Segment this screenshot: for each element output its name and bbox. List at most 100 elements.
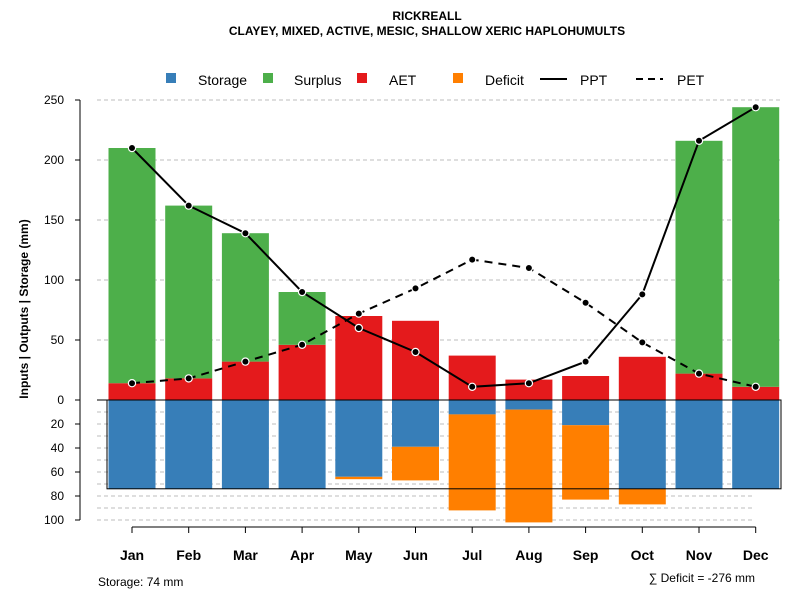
ppt-point-sep (581, 357, 590, 366)
ppt-point-oct (638, 290, 647, 299)
legend-label-aet: AET (389, 72, 417, 88)
bar-storage-may (335, 400, 383, 477)
chart-subtitle: CLAYEY, MIXED, ACTIVE, MESIC, SHALLOW XE… (229, 24, 625, 38)
bar-surplus-mar (221, 233, 269, 362)
legend-swatch-surplus (263, 73, 273, 83)
bar-storage-dec (732, 400, 780, 489)
bar-deficit-jun (392, 446, 439, 481)
y-tick-label-upper: 250 (44, 93, 64, 107)
ppt-point-apr (297, 287, 307, 297)
x-tick-label-jan: Jan (120, 547, 144, 563)
x-tick-label-dec: Dec (743, 547, 769, 563)
legend-swatch-deficit (453, 73, 463, 83)
x-tick-label-apr: Apr (290, 547, 315, 563)
legend-label-storage: Storage (198, 72, 247, 88)
pet-point-jan (127, 379, 137, 388)
ppt-point-nov (694, 136, 704, 145)
bar-storage-nov (675, 400, 723, 489)
ppt-point-mar (241, 228, 250, 238)
legend-label-pet: PET (677, 72, 705, 88)
bar-storage-mar (221, 400, 269, 489)
legend-swatch-aet (357, 73, 367, 83)
bar-aet-jan (108, 383, 156, 400)
pet-point-feb (184, 374, 193, 383)
bar-surplus-dec (732, 107, 780, 387)
y-axis-label: Inputs | Outputs | Storage (mm) (17, 219, 31, 398)
legend-label-deficit: Deficit (485, 72, 524, 88)
y-tick-label-upper: 100 (44, 273, 64, 287)
bar-deficit-aug (505, 409, 553, 523)
pet-point-oct (638, 338, 647, 347)
x-tick-label-nov: Nov (686, 547, 713, 563)
bar-aet-jun (392, 320, 439, 400)
y-tick-label-lower: 40 (51, 441, 65, 455)
ppt-point-aug (524, 379, 534, 388)
bar-aet-nov (675, 373, 723, 400)
bar-storage-sep (562, 400, 610, 426)
y-tick-label-upper: 50 (51, 333, 65, 347)
bar-storage-oct (618, 400, 666, 489)
bar-storage-jul (448, 400, 496, 415)
bar-deficit-jul (448, 414, 496, 511)
pet-point-mar (241, 357, 250, 366)
ppt-point-jul (468, 382, 477, 391)
bar-storage-feb (165, 400, 213, 489)
bar-surplus-feb (165, 205, 213, 379)
ppt-point-dec (751, 102, 760, 112)
bar-deficit-sep (562, 425, 610, 500)
legend-label-surplus: Surplus (294, 72, 341, 88)
x-tick-label-may: May (345, 547, 372, 563)
x-tick-label-feb: Feb (176, 547, 201, 563)
ppt-line (131, 106, 757, 388)
axes: 0 50 100 150 200 250 20 40 60 80 100 Jan Feb Mar Apr Ma… (44, 93, 769, 563)
bar-storage-jun (392, 400, 439, 447)
y-tick-label-upper: 200 (44, 153, 64, 167)
legend: Storage Surplus AET Deficit PPT PET (166, 72, 705, 88)
ppt-point-may (354, 323, 363, 333)
x-tick-label-aug: Aug (515, 547, 542, 563)
y-tick-label-upper: 150 (44, 213, 64, 227)
bar-aet-apr (278, 344, 326, 400)
pet-point-aug (524, 263, 534, 273)
bar-deficit-oct (618, 488, 666, 505)
pet-point-dec (751, 382, 760, 391)
y-tick-label-lower: 100 (44, 513, 64, 527)
pet-point-jul (468, 255, 477, 264)
bar-surplus-jan (108, 148, 156, 384)
ppt-point-feb (184, 201, 193, 210)
bar-surplus-apr (278, 292, 326, 345)
bars (97, 107, 782, 523)
legend-swatch-storage (166, 73, 176, 83)
legend-label-ppt: PPT (580, 72, 608, 88)
x-tick-label-sep: Sep (573, 547, 599, 563)
bar-aet-dec (732, 386, 780, 400)
bar-storage-aug (505, 400, 553, 410)
x-tick-label-mar: Mar (233, 547, 258, 563)
bar-aet-mar (221, 361, 269, 400)
pet-point-may (354, 309, 363, 318)
y-tick-label-lower: 60 (51, 465, 65, 479)
footer-deficit: ∑ Deficit = -276 mm (649, 571, 755, 585)
x-tick-label-oct: Oct (631, 547, 655, 563)
bar-storage-apr (278, 400, 326, 489)
series-lines (127, 102, 760, 391)
bar-aet-oct (618, 356, 666, 400)
bar-deficit-may (335, 476, 383, 480)
pet-point-jun (411, 284, 420, 293)
chart-title: RICKREALL (392, 9, 461, 23)
y-tick-label-upper: 0 (57, 393, 64, 407)
y-tick-label-lower: 80 (51, 489, 65, 503)
pet-point-sep (581, 298, 590, 307)
x-tick-label-jul: Jul (462, 547, 482, 563)
bar-storage-jan (108, 400, 156, 489)
x-tick-label-jun: Jun (403, 547, 428, 563)
bar-surplus-nov (675, 140, 723, 374)
bar-aet-sep (562, 376, 610, 400)
y-tick-label-lower: 20 (51, 417, 65, 431)
pet-point-apr (297, 340, 307, 349)
bar-aet-feb (165, 378, 213, 400)
ppt-point-jun (411, 347, 420, 357)
pet-point-nov (694, 369, 704, 378)
ppt-point-jan (127, 143, 137, 153)
